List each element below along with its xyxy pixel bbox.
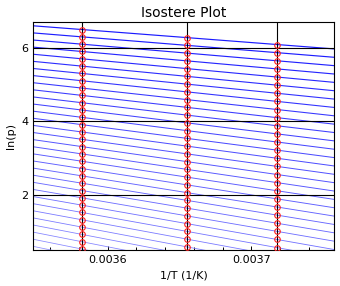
X-axis label: 1/T (1/K): 1/T (1/K) bbox=[160, 271, 208, 281]
Title: Isostere Plot: Isostere Plot bbox=[141, 5, 226, 19]
Y-axis label: ln(p): ln(p) bbox=[5, 123, 16, 149]
